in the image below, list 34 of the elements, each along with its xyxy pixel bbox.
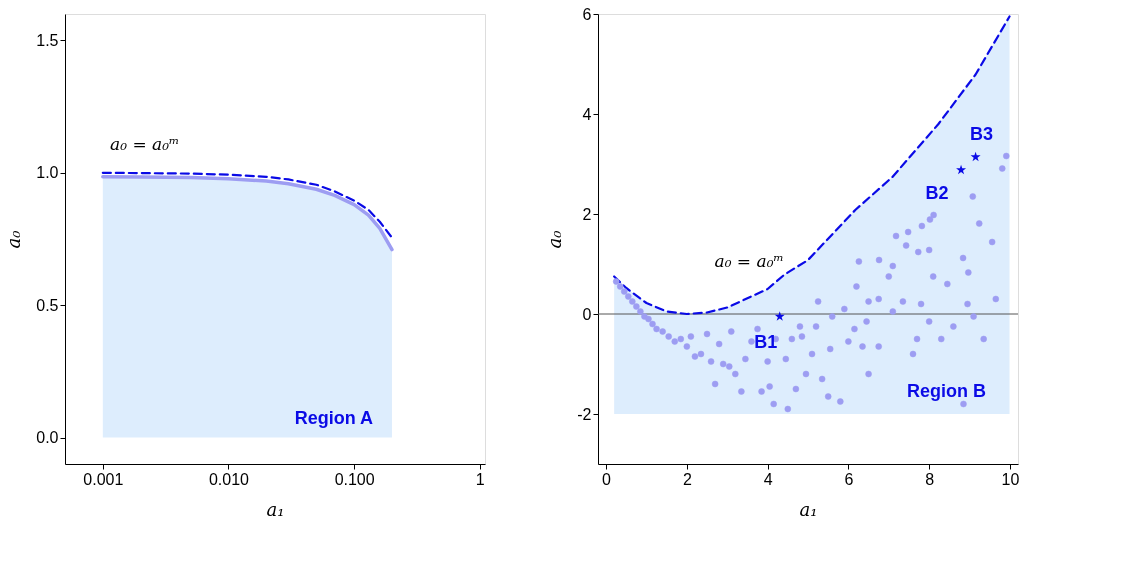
point — [956, 164, 967, 175]
x-tick-label: 0.100 — [334, 470, 375, 488]
x-tick-label: 6 — [844, 470, 854, 488]
annotation: Region B — [907, 381, 987, 401]
y-tick-label: 1.0 — [36, 164, 59, 182]
annotation: B1 — [754, 331, 778, 352]
annotation: a₀ = a₀ᵐ — [110, 133, 180, 154]
x-tick-label: 1 — [475, 470, 485, 488]
y-axis-title: a₀ — [544, 230, 566, 249]
y-tick-label: 6 — [582, 5, 592, 23]
x-axis-title: a₁ — [799, 498, 818, 520]
x-tick-label: 0.001 — [83, 470, 124, 488]
y-tick-label: 0.0 — [36, 429, 59, 447]
x-tick-label: 2 — [682, 470, 692, 488]
x-tick-label: 8 — [925, 470, 935, 488]
x-tick-label: 0 — [602, 470, 612, 488]
line-series — [613, 15, 1011, 316]
y-tick-label: -2 — [577, 405, 592, 423]
annotation: a₀ = a₀ᵐ — [714, 250, 784, 271]
point — [774, 311, 785, 321]
y-tick-label: 0 — [582, 305, 592, 323]
x-tick-label: 4 — [763, 470, 773, 488]
annotation: B2 — [925, 183, 949, 203]
y-tick-label: 4 — [582, 105, 592, 123]
y-axis-title: a₀ — [3, 230, 25, 249]
x-tick-label: 10 — [1001, 470, 1020, 488]
x-tick-label: 0.010 — [208, 470, 250, 488]
y-tick-label: 0.5 — [36, 296, 59, 314]
annotation: B3 — [970, 124, 994, 144]
x-axis-title: a₁ — [266, 498, 285, 520]
y-tick-label: 1.5 — [36, 31, 59, 49]
y-tick-label: 2 — [582, 205, 592, 223]
point — [970, 151, 981, 162]
annotation: Region A — [294, 408, 373, 428]
